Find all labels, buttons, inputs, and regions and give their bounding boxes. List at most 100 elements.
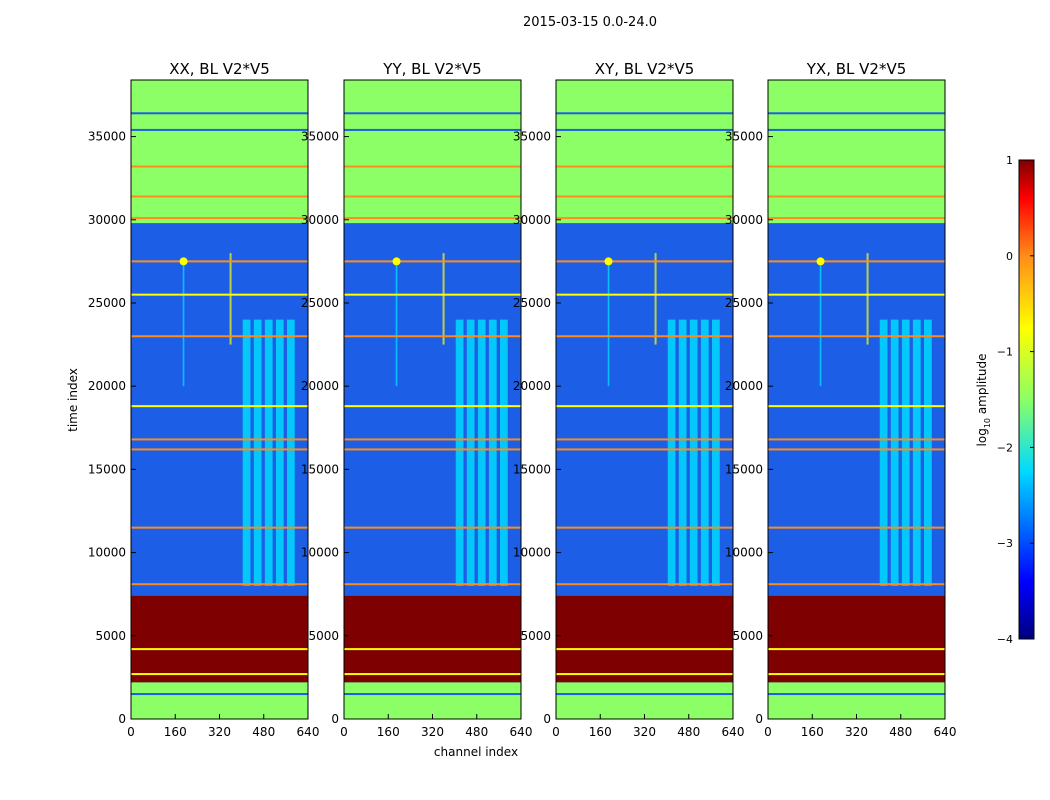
- y-tick-label: 10000: [88, 546, 126, 560]
- rfi-column: [477, 319, 486, 586]
- x-tick-label: 480: [889, 725, 912, 739]
- x-tick-label: 480: [465, 725, 488, 739]
- y-tick-label: 20000: [88, 379, 126, 393]
- figure-title: 2015-03-15 0.0-24.0: [523, 15, 657, 30]
- panels-group: XX, BL V2*V5 0 160 320 480 640 0 5000 10000 15000…: [88, 60, 957, 739]
- heatmap-image: [344, 80, 521, 719]
- time-streak: [556, 217, 733, 220]
- x-tick-label: 0: [340, 725, 348, 739]
- y-tick-label: 10000: [725, 546, 763, 560]
- rfi-column: [275, 319, 284, 586]
- colorbar-tick-label: −4: [997, 633, 1013, 646]
- panel-xx: XX, BL V2*V5 0 160 320 480 640 0 5000 10000 15000…: [88, 60, 320, 739]
- y-tick-label: 30000: [725, 213, 763, 227]
- spot-trail: [607, 261, 610, 387]
- time-streak: [556, 648, 733, 651]
- time-streak: [131, 335, 308, 338]
- time-streak: [768, 195, 945, 198]
- time-streak: [344, 583, 521, 586]
- heatmap-image: [131, 80, 308, 719]
- time-streak: [131, 112, 308, 115]
- rfi-column: [253, 319, 262, 586]
- time-streak: [344, 112, 521, 115]
- panel-yx: YX, BL V2*V5 0 160 320 480 640 0 5000 10000 15000…: [725, 60, 957, 739]
- flagged-region: [131, 595, 308, 683]
- time-streak: [556, 673, 733, 676]
- colorbar-tick-label: 0: [1006, 250, 1013, 263]
- bright-spot: [179, 257, 188, 266]
- y-tick-label: 0: [543, 712, 551, 726]
- time-streak: [556, 335, 733, 338]
- time-streak: [556, 293, 733, 296]
- heatmap-image: [556, 80, 733, 719]
- rfi-column: [890, 319, 899, 586]
- y-tick-label: 25000: [513, 296, 551, 310]
- y-tick-label: 25000: [88, 296, 126, 310]
- x-tick-label: 640: [934, 725, 957, 739]
- time-streak: [131, 583, 308, 586]
- time-streak: [131, 195, 308, 198]
- saturated-strip: [556, 682, 733, 719]
- x-tick-label: 640: [722, 725, 745, 739]
- flagged-region: [556, 595, 733, 683]
- time-streak: [768, 648, 945, 651]
- y-tick-label: 35000: [725, 130, 763, 144]
- y-tick-label: 10000: [301, 546, 339, 560]
- x-tick-label: 480: [677, 725, 700, 739]
- colorbar-gradient: [1018, 159, 1035, 640]
- time-streak: [768, 693, 945, 696]
- colorbar-tick-label: −1: [997, 346, 1013, 359]
- rfi-column: [711, 319, 720, 586]
- time-streak: [344, 526, 521, 529]
- rfi-column: [912, 319, 921, 586]
- y-tick-label: 0: [331, 712, 339, 726]
- time-streak: [344, 335, 521, 338]
- y-tick-label: 35000: [513, 130, 551, 144]
- x-tick-label: 160: [589, 725, 612, 739]
- y-tick-label: 20000: [513, 379, 551, 393]
- y-tick-label: 0: [118, 712, 126, 726]
- time-streak: [556, 583, 733, 586]
- rfi-column: [901, 319, 910, 586]
- heatmap-image: [768, 80, 945, 719]
- x-tick-label: 0: [552, 725, 560, 739]
- spot-trail: [182, 261, 185, 387]
- colorbar: 1 0 −1 −2 −3 −4 log10 amplitude: [975, 154, 1035, 646]
- y-tick-label: 30000: [513, 213, 551, 227]
- x-tick-label: 0: [127, 725, 135, 739]
- time-streak: [344, 448, 521, 451]
- time-streak: [768, 293, 945, 296]
- y-tick-label: 15000: [301, 462, 339, 476]
- saturated-strip: [344, 682, 521, 719]
- time-streak: [556, 693, 733, 696]
- time-streak: [768, 438, 945, 441]
- y-tick-label: 30000: [88, 213, 126, 227]
- x-tick-label: 160: [801, 725, 824, 739]
- time-streak: [768, 112, 945, 115]
- y-tick-label: 15000: [513, 462, 551, 476]
- time-streak: [344, 693, 521, 696]
- x-tick-label: 640: [510, 725, 533, 739]
- time-streak: [131, 526, 308, 529]
- rfi-column: [678, 319, 687, 586]
- y-tick-label: 25000: [725, 296, 763, 310]
- time-streak: [131, 438, 308, 441]
- x-tick-label: 480: [252, 725, 275, 739]
- time-streak: [768, 165, 945, 168]
- y-tick-label: 30000: [301, 213, 339, 227]
- rfi-column: [499, 319, 508, 586]
- panel-title: XY, BL V2*V5: [595, 60, 695, 78]
- rfi-column: [264, 319, 273, 586]
- x-axis-label: channel index: [434, 745, 518, 759]
- time-streak: [556, 526, 733, 529]
- time-streak: [344, 260, 521, 263]
- saturated-strip: [768, 682, 945, 719]
- y-tick-label: 20000: [725, 379, 763, 393]
- time-streak: [768, 405, 945, 408]
- line-feature: [229, 253, 232, 345]
- time-streak: [131, 405, 308, 408]
- time-streak: [131, 673, 308, 676]
- time-streak: [556, 195, 733, 198]
- time-streak: [131, 293, 308, 296]
- time-streak: [131, 128, 308, 131]
